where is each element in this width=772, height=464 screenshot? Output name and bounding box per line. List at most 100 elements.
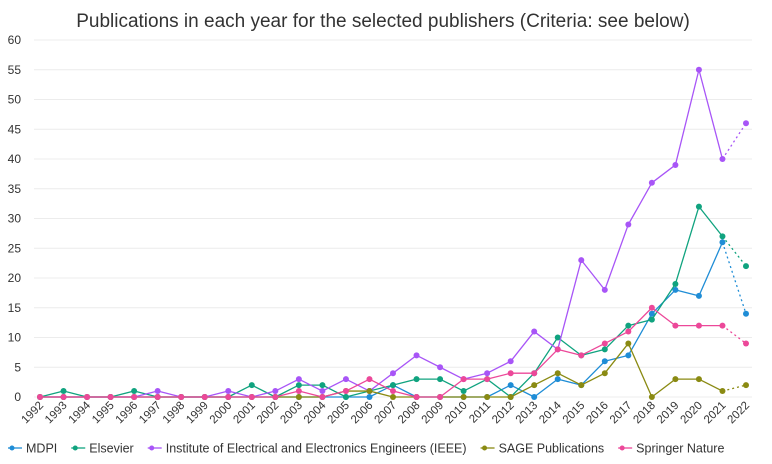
data-point[interactable]	[60, 394, 67, 400]
data-point[interactable]	[319, 388, 326, 395]
data-point[interactable]	[60, 388, 67, 395]
data-point[interactable]	[625, 352, 632, 359]
data-point[interactable]	[413, 394, 420, 400]
data-point[interactable]	[743, 263, 749, 270]
data-point[interactable]	[484, 370, 491, 377]
data-point[interactable]	[672, 322, 679, 329]
data-point[interactable]	[743, 310, 749, 317]
data-point[interactable]	[531, 328, 538, 335]
data-point[interactable]	[295, 382, 302, 389]
data-point[interactable]	[554, 346, 561, 353]
data-point[interactable]	[460, 376, 467, 383]
data-point[interactable]	[719, 322, 726, 329]
data-point[interactable]	[743, 120, 749, 127]
data-point[interactable]	[531, 382, 538, 389]
data-point[interactable]	[601, 286, 608, 293]
data-point[interactable]	[625, 322, 632, 329]
data-point[interactable]	[437, 394, 444, 400]
data-point[interactable]	[743, 382, 749, 389]
data-point[interactable]	[507, 394, 514, 400]
data-point[interactable]	[366, 376, 373, 383]
data-point[interactable]	[625, 328, 632, 335]
data-point[interactable]	[437, 376, 444, 383]
data-point[interactable]	[554, 376, 561, 383]
data-point[interactable]	[648, 316, 655, 323]
data-point[interactable]	[390, 370, 396, 377]
data-point[interactable]	[342, 388, 349, 395]
data-point[interactable]	[719, 233, 726, 240]
data-point[interactable]	[413, 352, 420, 359]
data-point[interactable]	[672, 286, 679, 293]
data-point[interactable]	[719, 239, 726, 246]
data-point[interactable]	[84, 394, 91, 400]
data-point[interactable]	[507, 382, 514, 389]
data-point[interactable]	[601, 340, 608, 347]
data-point[interactable]	[672, 161, 679, 168]
data-point[interactable]	[507, 358, 514, 365]
data-point[interactable]	[719, 156, 726, 162]
data-point[interactable]	[695, 376, 702, 383]
data-point[interactable]	[554, 370, 561, 377]
data-point[interactable]	[248, 382, 255, 389]
data-point[interactable]	[460, 388, 467, 395]
data-point[interactable]	[743, 340, 749, 347]
data-point[interactable]	[531, 370, 538, 377]
data-point[interactable]	[272, 388, 279, 395]
legend-item-0[interactable]: MDPI	[8, 442, 57, 456]
data-point[interactable]	[672, 280, 679, 287]
data-point[interactable]	[648, 179, 655, 186]
data-point[interactable]	[578, 352, 585, 359]
legend-item-3[interactable]: SAGE Publications	[480, 442, 605, 456]
data-point[interactable]	[295, 388, 302, 395]
data-point[interactable]	[695, 66, 702, 73]
data-point[interactable]	[154, 388, 161, 395]
data-point[interactable]	[390, 388, 396, 395]
data-point[interactable]	[601, 370, 608, 377]
data-point[interactable]	[601, 346, 608, 353]
data-point[interactable]	[695, 292, 702, 299]
data-point[interactable]	[601, 358, 608, 365]
data-point[interactable]	[578, 257, 585, 264]
legend-item-2[interactable]: Institute of Electrical and Electronics …	[147, 442, 467, 456]
data-point[interactable]	[295, 376, 302, 383]
data-point[interactable]	[413, 376, 420, 383]
data-point[interactable]	[484, 376, 491, 383]
data-point[interactable]	[225, 394, 232, 400]
data-point[interactable]	[107, 394, 114, 400]
data-point[interactable]	[37, 394, 43, 400]
data-point[interactable]	[648, 394, 655, 400]
data-point[interactable]	[342, 394, 349, 400]
data-point[interactable]	[648, 310, 655, 317]
data-point[interactable]	[295, 394, 302, 400]
data-point[interactable]	[272, 394, 279, 400]
data-point[interactable]	[131, 394, 138, 400]
data-point[interactable]	[178, 394, 185, 400]
data-point[interactable]	[154, 394, 161, 400]
data-point[interactable]	[507, 370, 514, 377]
data-point[interactable]	[319, 382, 326, 389]
data-point[interactable]	[695, 322, 702, 329]
data-point[interactable]	[201, 394, 208, 400]
data-point[interactable]	[484, 394, 491, 400]
data-point[interactable]	[390, 394, 396, 400]
data-point[interactable]	[131, 388, 138, 395]
data-point[interactable]	[366, 394, 373, 400]
data-point[interactable]	[366, 388, 373, 395]
data-point[interactable]	[248, 394, 255, 400]
data-point[interactable]	[719, 388, 726, 395]
data-point[interactable]	[437, 364, 444, 371]
data-point[interactable]	[578, 382, 585, 389]
data-point[interactable]	[319, 394, 326, 400]
data-point[interactable]	[672, 376, 679, 383]
data-point[interactable]	[554, 334, 561, 341]
data-point[interactable]	[225, 388, 232, 395]
data-point[interactable]	[460, 394, 467, 400]
data-point[interactable]	[342, 376, 349, 383]
data-point[interactable]	[390, 382, 396, 389]
data-point[interactable]	[648, 304, 655, 311]
legend-item-4[interactable]: Springer Nature	[618, 442, 724, 456]
data-point[interactable]	[625, 221, 632, 228]
legend-item-1[interactable]: Elsevier	[71, 442, 134, 456]
data-point[interactable]	[531, 394, 538, 400]
data-point[interactable]	[695, 203, 702, 210]
